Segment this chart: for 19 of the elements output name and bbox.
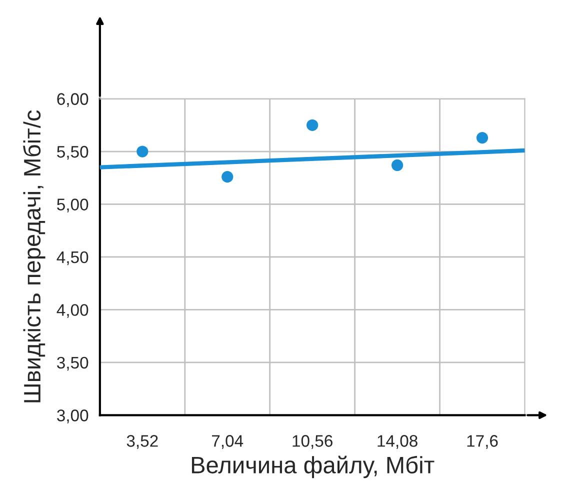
point [222,171,234,183]
point [136,146,148,158]
x-tick-label: 3,52 [126,435,158,449]
x-tick-label: 10,56 [292,435,332,449]
x-tick-label: 17,6 [467,435,498,449]
point [306,119,318,131]
point [476,132,488,144]
x-tick-label: 14,08 [378,435,418,449]
y-axis-title: Швидкість передачі, Мбіт/с [23,110,46,402]
y-tick-label: 3,00 [57,410,88,424]
y-tick-label: 5,00 [57,198,88,212]
x-axis-title: Величина файлу, Мбіт [192,456,434,478]
y-tick-label: 6,00 [57,93,88,107]
y-tick-label: 4,50 [56,251,88,266]
y-tick-label: 3,50 [57,356,88,371]
x-tick-label: 7,04 [212,435,244,449]
y-tick-label: 4,00 [56,304,88,318]
point [391,159,404,172]
y-tick-label: 5,50 [57,146,88,160]
